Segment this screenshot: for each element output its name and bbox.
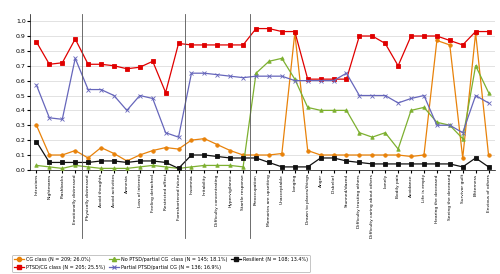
Legend: CG class (N = 209; 26.0%), PTSD/CG class (N = 205; 25.5%), No PTSD/partial CG  c: CG class (N = 209; 26.0%), PTSD/CG class… — [12, 255, 310, 272]
